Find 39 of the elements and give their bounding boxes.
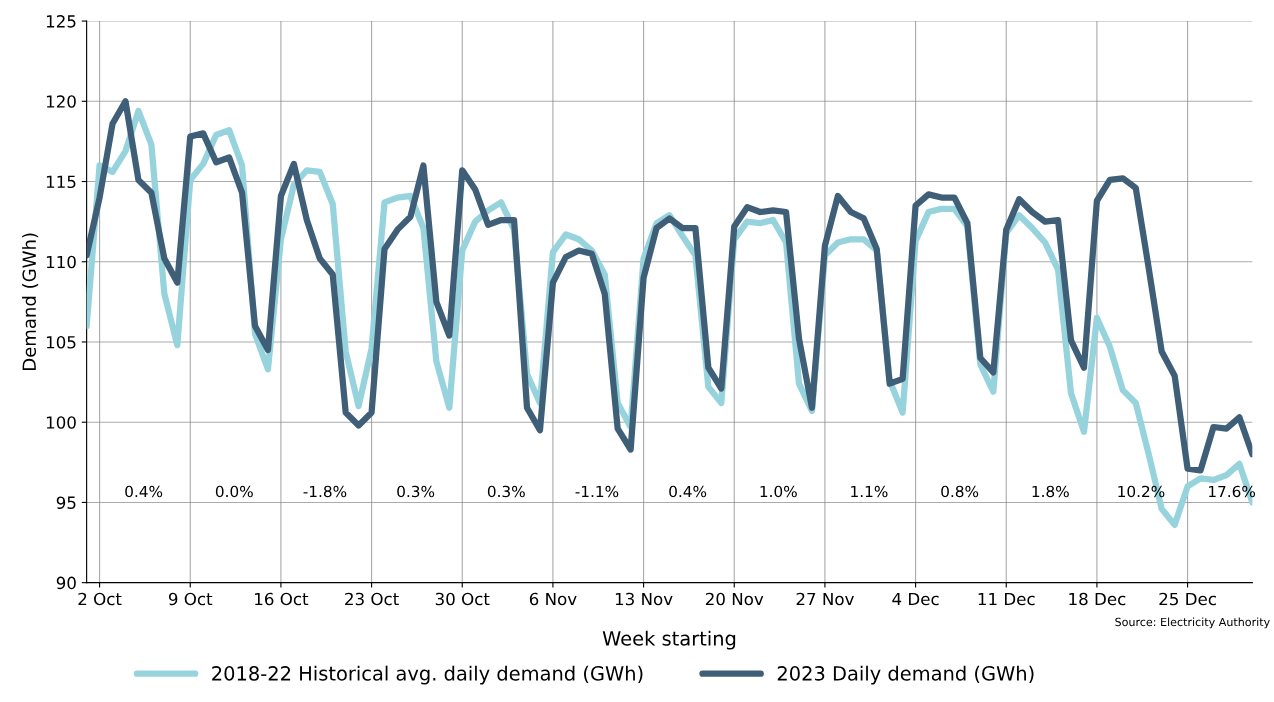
y-tick-label: 110 — [46, 255, 76, 269]
x-tick-label: 6 Nov — [529, 592, 577, 606]
x-axis-title: Week starting — [602, 630, 736, 650]
annotation: 1.0% — [760, 485, 797, 498]
annotation: 1.1% — [851, 485, 888, 498]
x-tick-label: 11 Dec — [978, 592, 1035, 606]
y-tick-label: 105 — [46, 335, 76, 349]
x-tick-label: 4 Dec — [892, 592, 939, 606]
source-note: Source: Electricity Authority — [1115, 617, 1270, 629]
annotation: 0.0% — [215, 485, 253, 498]
annotation: -1.1% — [575, 485, 619, 498]
x-tick-label: 25 Dec — [1159, 592, 1216, 606]
x-tick-label: 16 Oct — [255, 592, 309, 606]
y-tick-label: 120 — [46, 95, 76, 108]
x-tick-label: 18 Dec — [1069, 592, 1126, 606]
annotation: 0.8% — [941, 485, 979, 498]
legend-label: 2023 Daily demand (GWh) — [777, 665, 1034, 685]
annotation: 0.3% — [487, 485, 525, 498]
x-tick-label: 13 Nov — [615, 592, 673, 606]
x-tick-label: 9 Oct — [168, 592, 213, 606]
annotation: 1.8% — [1032, 485, 1069, 498]
y-axis-title: Demand (GWh) — [22, 233, 39, 370]
x-tick-label: 2 Oct — [78, 592, 122, 606]
x-tick-label: 20 Nov — [705, 592, 764, 606]
annotation: -1.8% — [303, 485, 347, 498]
annotation: 17.6% — [1209, 485, 1256, 498]
y-tick-label: 90 — [56, 576, 76, 590]
annotation: 0.4% — [669, 485, 707, 498]
y-tick-label: 95 — [56, 496, 76, 509]
x-tick-label: 27 Nov — [796, 592, 854, 606]
y-tick-label: 100 — [46, 416, 76, 429]
annotation: 10.2% — [1118, 485, 1165, 498]
y-tick-label: 115 — [46, 175, 76, 189]
x-tick-label: 23 Oct — [345, 592, 399, 606]
y-tick-label: 125 — [46, 15, 76, 28]
legend-label: 2018-22 Historical avg. daily demand (GWh) — [212, 665, 643, 685]
annotation: 0.3% — [397, 485, 435, 498]
x-tick-label: 30 Oct — [435, 592, 490, 606]
annotation: 0.4% — [125, 485, 163, 498]
